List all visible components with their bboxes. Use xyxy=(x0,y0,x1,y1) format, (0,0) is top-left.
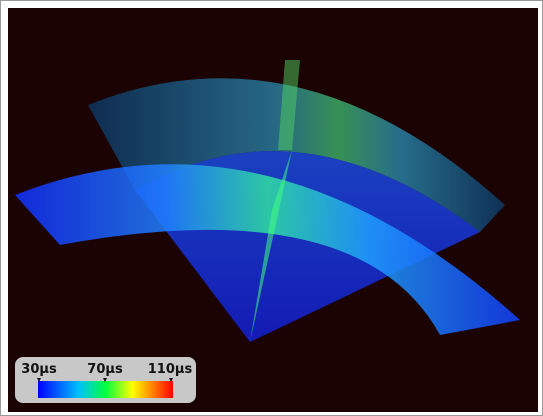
beam-back xyxy=(278,60,300,150)
colorbar-label: 110µs xyxy=(148,362,193,377)
colorbar-label: 70µs xyxy=(87,362,123,377)
colorbar xyxy=(38,381,173,398)
colorbar-label: 30µs xyxy=(21,362,57,377)
back-band xyxy=(88,78,505,232)
beam xyxy=(250,150,292,342)
colorbar-ticks xyxy=(37,378,173,382)
front-band xyxy=(15,164,520,335)
